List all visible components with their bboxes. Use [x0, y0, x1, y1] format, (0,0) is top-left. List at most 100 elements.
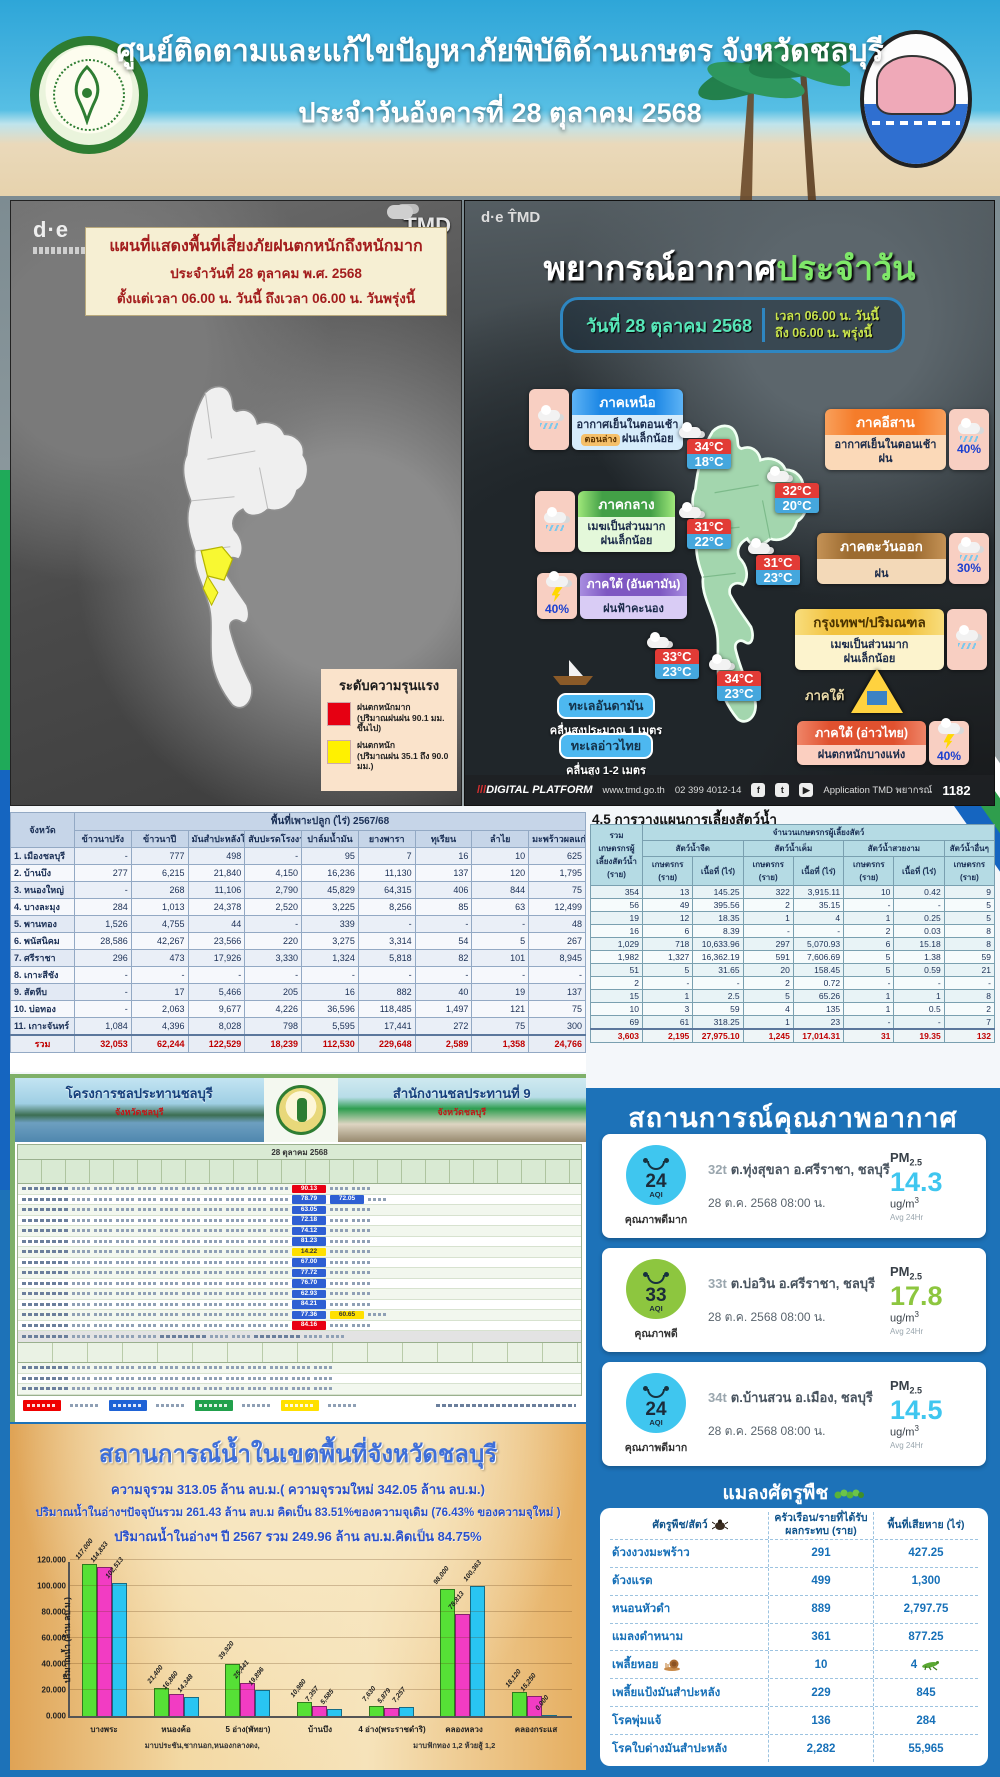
- twitter-icon[interactable]: t: [775, 783, 790, 797]
- aqua-value: 0.25: [893, 911, 945, 925]
- crop-value: 40: [414, 983, 473, 1001]
- chart-footnotes: มาบประชัน,ชากนอก,หนองกลางดง, มาบฟักทอง 1,…: [68, 1740, 572, 1752]
- crop-value: 882: [357, 983, 416, 1001]
- aqua-group-header: สัตว์น้ำจืด: [642, 840, 744, 857]
- crop-value: 121: [471, 1000, 530, 1018]
- reservoir-legend: [15, 1396, 586, 1416]
- forecast-date: วันที่ 28 ตุลาคม 2568: [586, 315, 753, 336]
- table-row: 10. บ่อทอง -2,063 9,677 4,226 36,596 118,485 1…: [10, 1000, 586, 1018]
- legend-yellow-chip: [281, 1400, 319, 1411]
- pm-block: PM2.5 14.5 ug/m3 Avg 24Hr: [890, 1378, 974, 1450]
- aqua-value: 8: [943, 937, 996, 951]
- pest-row: เพลี้ยหอย 10 4: [610, 1651, 978, 1680]
- crop-value: 44: [187, 915, 246, 933]
- legend-item-text: ฝนตกหนัก (ปริมาณฝน 35.1 ถึง 90.0 มม.): [357, 739, 449, 772]
- pest-households: 10: [769, 1651, 874, 1679]
- crop-value: -: [74, 983, 132, 1001]
- crop-value: -: [471, 915, 530, 933]
- irrigation-office9-photo: สำนักงานชลประทานที่ 9 จังหวัดชลบุรี: [337, 1078, 586, 1142]
- storage-percent-chip2: 60.65: [330, 1310, 364, 1319]
- aqi-station-card: 24 AQI คุณภาพดีมาก 34t ต.บ้านสวน อ.เมือง, ชล…: [602, 1362, 986, 1466]
- temp-badge-northeast: 32°C 20°C: [767, 466, 819, 513]
- crop-total-value: 62,244: [130, 1034, 189, 1053]
- crop-value: 272: [414, 1017, 473, 1036]
- crop-value: 205: [244, 983, 303, 1001]
- table-row: 8. เกาะสีชัง - - - - - - - - -: [10, 966, 586, 984]
- crop-value: 277: [74, 864, 132, 882]
- bar-group: 117,000 114,833 102,513: [74, 1538, 134, 1716]
- reservoir-row: 81.23: [18, 1237, 581, 1247]
- category-label: 5 อ่าง(พัทยา): [225, 1725, 271, 1734]
- pm-block: PM2.5 14.3 ug/m3 Avg 24Hr: [890, 1150, 974, 1222]
- aqua-group-header: สัตว์น้ำสวยงาม: [843, 840, 945, 857]
- aqua-value: 145.25: [692, 885, 744, 899]
- aqi-value: 33: [645, 1284, 667, 1306]
- station-name: 32t ต.ทุ่งสุขลา อ.ศรีราชา, ชลบุรี: [708, 1162, 890, 1177]
- aqua-value: 1: [843, 989, 895, 1003]
- temp-badge-central: 31°C 22°C: [679, 502, 731, 549]
- aqua-value: 31.65: [692, 963, 744, 977]
- red-swatch: [327, 702, 351, 726]
- crop-value: 48: [528, 915, 586, 933]
- storage-percent-chip: 76.70: [292, 1279, 326, 1288]
- pest-col-name: ศัตรูพืช/สัตว์: [610, 1512, 769, 1539]
- aqua-value: 59: [943, 950, 996, 964]
- page-title-line1: ศูนย์ติดตามและแก้ไขปัญหาภัยพิบัติด้านเกษ…: [116, 35, 884, 68]
- crop-value: 300: [528, 1017, 586, 1036]
- crop-group-header: พื้นที่เพาะปลูก (ไร่) 2567/68: [74, 812, 586, 831]
- pest-area: 4: [874, 1651, 978, 1678]
- aqua-value: 8.39: [692, 924, 744, 938]
- bar-series-green: [81, 1563, 97, 1716]
- crop-value: 63: [471, 898, 530, 916]
- aqua-value: 0.59: [893, 963, 945, 977]
- crop-value: 118,485: [357, 1000, 416, 1018]
- storage-percent-chip: 84.21: [292, 1300, 326, 1309]
- aqua-total-value: 27,975.10: [692, 1028, 744, 1043]
- crop-value: 798: [244, 1017, 303, 1036]
- category-label: บ้านบึง: [307, 1725, 333, 1734]
- category-label: หนองค้อ: [161, 1725, 191, 1734]
- aqua-value: 318.25: [692, 1015, 744, 1030]
- crop-value: 1,497: [414, 1000, 473, 1018]
- pest-name: โรคใบด่างมันสำปะหลัง: [610, 1735, 769, 1763]
- gridline: [70, 1611, 572, 1612]
- rain-map-caption-line1: แผนที่แสดงพื้นที่เสี่ยงภัยฝนตกหนักถึงหนั…: [109, 238, 423, 255]
- table-row: 1,029 718 10,633.96 297 5,070.93 6 15.18 8: [590, 937, 996, 951]
- storage-percent-chip: 67.00: [292, 1258, 326, 1267]
- tmd-url[interactable]: www.tmd.go.th: [602, 784, 665, 796]
- reservoir-subtable-header: [18, 1343, 581, 1363]
- bar-value-label: 15,250: [519, 1672, 538, 1694]
- gridline: [70, 1637, 572, 1638]
- page-title: ศูนย์ติดตามและแก้ไขปัญหาภัยพิบัติด้านเกษ…: [0, 28, 1000, 134]
- bar-value-label: 98,000: [432, 1564, 452, 1586]
- bar-group: 7,630 5,879 7,257: [361, 1562, 421, 1716]
- aqi-smiley-icon: 33 AQI: [626, 1258, 686, 1319]
- station-name: 33t ต.บ่อวิน อ.ศรีราชา, ชลบุรี: [708, 1276, 876, 1291]
- aqi-smiley-icon: 24 AQI: [626, 1372, 686, 1433]
- rain-map-caption-line3: ตั้งแต่เวลา 06.00 น. วันนี้ ถึงเวลา 06.0…: [116, 291, 416, 306]
- crop-value: 120: [471, 864, 530, 882]
- youtube-icon[interactable]: ▶: [799, 783, 814, 797]
- table-row: 1. เมืองชลบุรี -777 498-95 7 16 10 625: [10, 847, 586, 865]
- crop-value: -: [244, 847, 303, 865]
- temp-badge-south-upper: 33°C 23°C: [647, 632, 699, 679]
- storage-percent-chip: 84.16: [292, 1321, 326, 1330]
- gridline: [70, 1559, 572, 1560]
- facebook-icon[interactable]: f: [751, 783, 766, 797]
- aqi-unit: AQI: [649, 1189, 663, 1199]
- bar-series-cyan: [398, 1706, 414, 1716]
- district-name: 10. บ่อทอง: [10, 1000, 75, 1018]
- y-tick-label: 0.000: [45, 1711, 66, 1721]
- bar-series-green: [296, 1701, 312, 1716]
- footnote: มาบฟักทอง 1,2 ห้วยสู้ 1,2: [413, 1741, 496, 1750]
- crop-total-value: 18,239: [244, 1034, 303, 1053]
- crop-value: 9,677: [187, 1000, 246, 1018]
- crop-value: 11,130: [357, 864, 416, 882]
- aqua-subcolumn-header: เกษตรกร (ราย): [843, 856, 895, 886]
- bar-series-green: [225, 1664, 241, 1716]
- table-row: 7. ศรีราชา 296 473 17,926 3,330 1,324 5,818 82 1…: [10, 949, 586, 967]
- crop-value: 4,396: [130, 1017, 189, 1036]
- hotline-1182: 1182: [942, 782, 971, 798]
- aqua-total-value: 31: [843, 1028, 895, 1043]
- district-name: 7. ศรีราชา: [10, 949, 75, 967]
